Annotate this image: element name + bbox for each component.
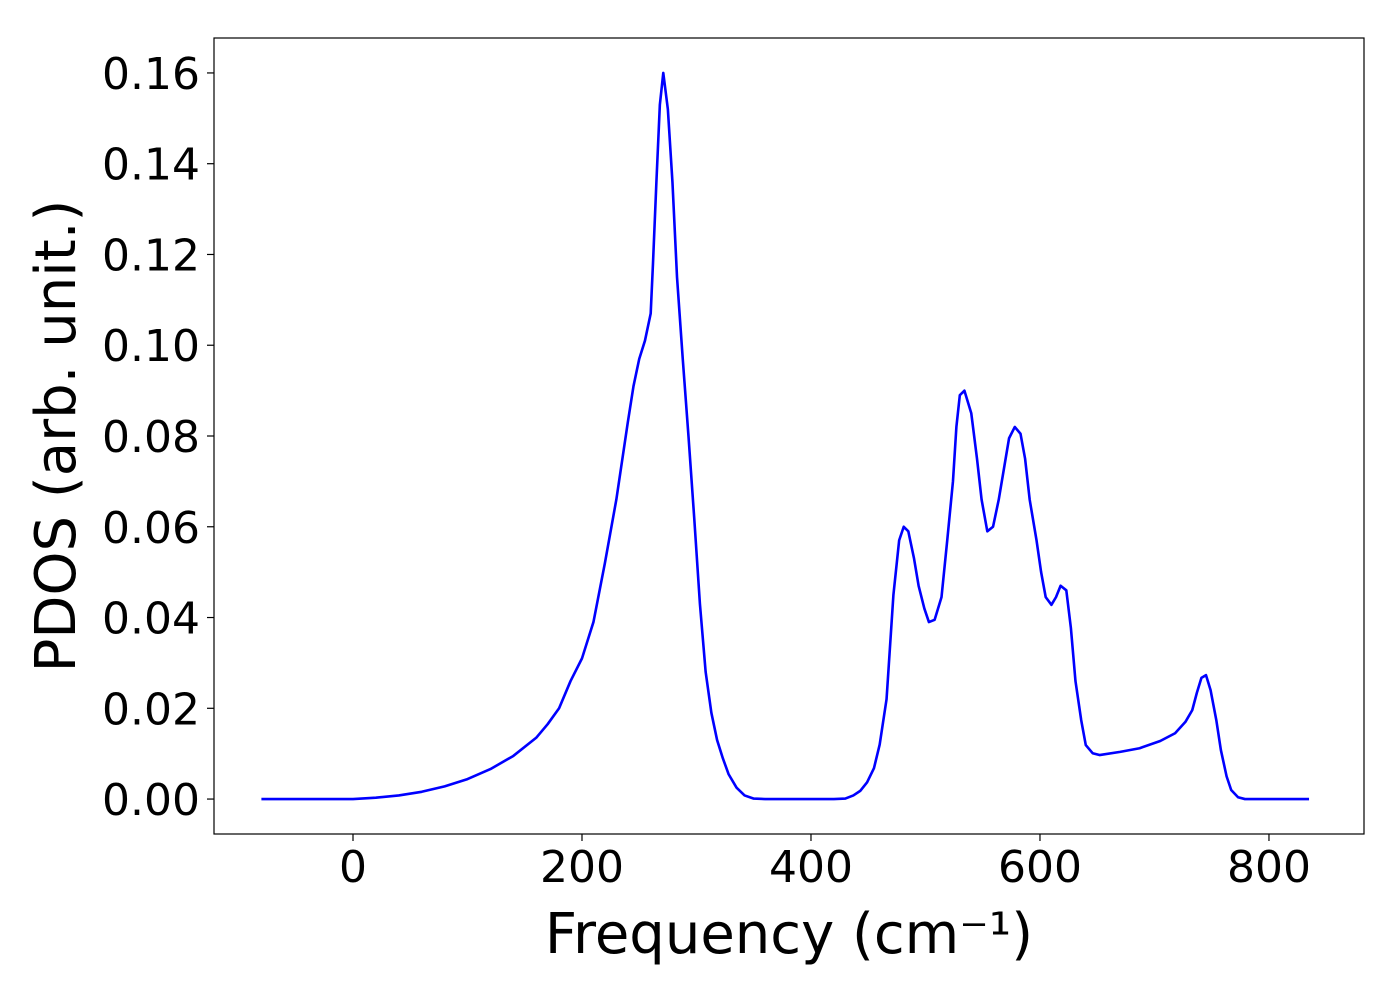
x-tick-label: 0	[339, 842, 367, 893]
y-tick-label: 0.08	[102, 412, 200, 463]
x-tick-label: 200	[540, 842, 624, 893]
line-series	[261, 71, 1310, 801]
y-tick-label: 0.12	[102, 230, 200, 281]
y-axis-label: PDOS (arb. unit.)	[24, 200, 89, 673]
y-tick-label: 0.14	[102, 140, 200, 191]
y-tick-label: 0.06	[102, 503, 200, 554]
y-tick-label: 0.04	[102, 594, 200, 645]
x-tick-label: 400	[769, 842, 853, 893]
x-tick-label: 600	[998, 842, 1082, 893]
y-tick-label: 0.16	[102, 49, 200, 100]
y-tick-label: 0.00	[102, 775, 200, 826]
x-tick-label: 800	[1227, 842, 1311, 893]
x-axis-label: Frequency (cm⁻¹)	[545, 902, 1033, 967]
y-tick-label: 0.02	[102, 684, 200, 735]
y-tick-label: 0.10	[102, 321, 200, 372]
plot-frame	[213, 37, 1365, 835]
